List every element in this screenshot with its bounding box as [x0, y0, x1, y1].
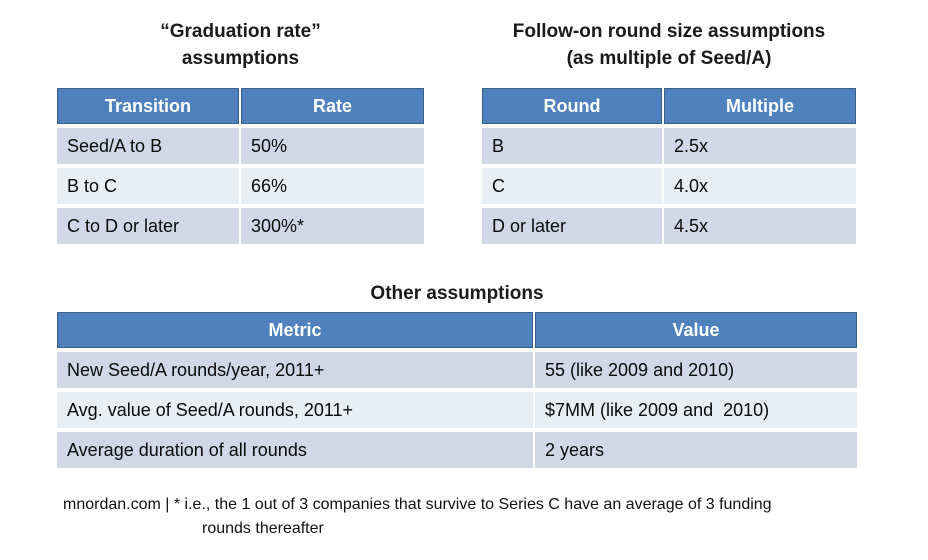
other-column-header-metric: Metric	[57, 312, 533, 348]
graduation-cell-rate-2: 66%	[241, 168, 424, 204]
follow-on-column-header-multiple: Multiple	[664, 88, 856, 124]
other-column-header-value: Value	[535, 312, 857, 348]
follow-on-table-title: Follow-on round size assumptions (as mul…	[472, 18, 866, 72]
graduation-rate-table: Transition Rate Seed/A to B 50% B to C 6…	[57, 88, 424, 244]
follow-on-cell-multiple-3: 4.5x	[664, 208, 856, 244]
graduation-cell-rate-1: 50%	[241, 128, 424, 164]
other-cell-value-2: $7MM (like 2009 and 2010)	[535, 392, 857, 428]
other-assumptions-title: Other assumptions	[370, 283, 544, 304]
follow-on-title-line2: (as multiple of Seed/A)	[566, 48, 772, 69]
graduation-column-header-rate: Rate	[241, 88, 424, 124]
follow-on-column-header-round: Round	[482, 88, 662, 124]
other-cell-metric-1: New Seed/A rounds/year, 2011+	[57, 352, 533, 388]
footnote-line1: mnordan.com | * i.e., the 1 out of 3 com…	[63, 496, 772, 513]
graduation-title-line1: “Graduation rate”	[160, 21, 321, 42]
graduation-cell-rate-3: 300%*	[241, 208, 424, 244]
footnote: mnordan.com | * i.e., the 1 out of 3 com…	[63, 493, 772, 541]
follow-on-cell-round-2: C	[482, 168, 662, 204]
graduation-cell-transition-2: B to C	[57, 168, 239, 204]
follow-on-cell-multiple-2: 4.0x	[664, 168, 856, 204]
other-assumptions-table: Metric Value New Seed/A rounds/year, 201…	[57, 312, 857, 468]
graduation-column-header-transition: Transition	[57, 88, 239, 124]
other-cell-value-1: 55 (like 2009 and 2010)	[535, 352, 857, 388]
graduation-cell-transition-3: C to D or later	[57, 208, 239, 244]
follow-on-title-line1: Follow-on round size assumptions	[512, 21, 826, 42]
graduation-title-line2: assumptions	[181, 48, 300, 69]
follow-on-cell-multiple-1: 2.5x	[664, 128, 856, 164]
other-cell-metric-3: Average duration of all rounds	[57, 432, 533, 468]
graduation-cell-transition-1: Seed/A to B	[57, 128, 239, 164]
other-cell-metric-2: Avg. value of Seed/A rounds, 2011+	[57, 392, 533, 428]
follow-on-round-size-table: Round Multiple B 2.5x C 4.0x D or later …	[482, 88, 856, 244]
graduation-table-title: “Graduation rate” assumptions	[57, 18, 424, 72]
follow-on-cell-round-3: D or later	[482, 208, 662, 244]
other-cell-value-3: 2 years	[535, 432, 857, 468]
follow-on-cell-round-1: B	[482, 128, 662, 164]
footnote-line2: rounds thereafter	[202, 520, 324, 537]
